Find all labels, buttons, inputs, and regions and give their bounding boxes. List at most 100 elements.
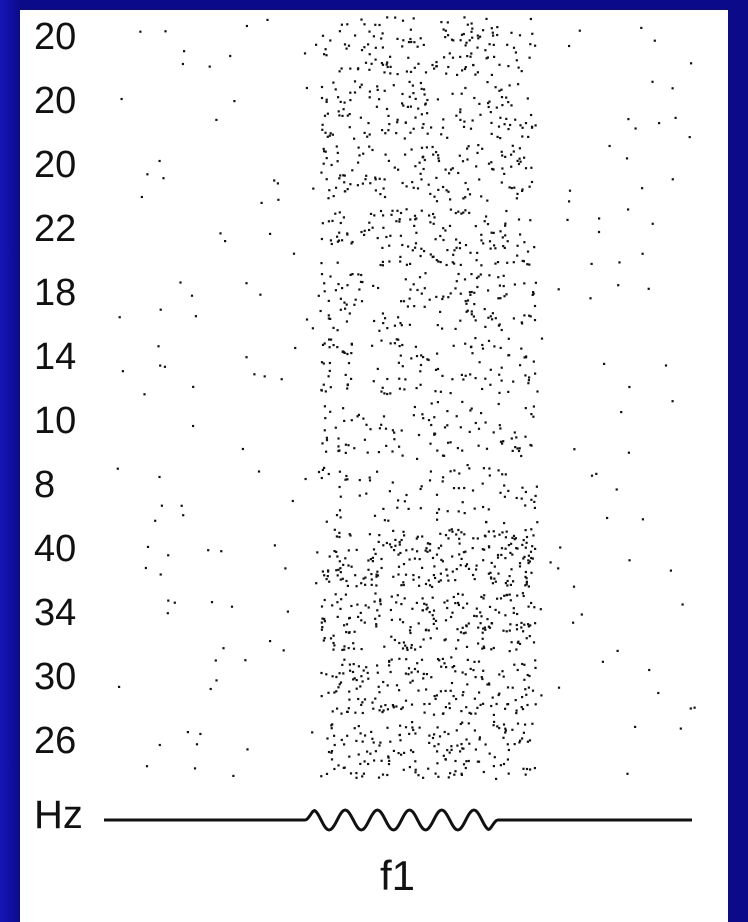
spike-dot <box>345 320 348 323</box>
spike-dot <box>339 174 342 177</box>
spike-dot <box>423 93 426 96</box>
spike-dot <box>451 666 454 669</box>
spike-dot <box>465 310 468 313</box>
spike-dot <box>436 98 439 101</box>
spike-dot <box>330 727 333 730</box>
spike-dot <box>336 555 339 558</box>
spike-dot <box>524 570 527 574</box>
spike-dot <box>350 604 353 608</box>
spike-dot <box>459 319 462 322</box>
spike-dot <box>344 478 347 481</box>
spike-dot <box>379 598 382 601</box>
spike-dot <box>528 185 531 188</box>
spike-dot <box>443 426 447 429</box>
spike-dot <box>493 565 496 568</box>
spike-dot <box>338 30 341 33</box>
top-border <box>0 0 748 10</box>
spike-dot <box>530 498 533 501</box>
spike-dot <box>349 534 352 537</box>
spike-dot <box>519 160 522 163</box>
spike-dot <box>361 182 364 185</box>
spike-dot <box>448 224 452 227</box>
spike-dot <box>411 607 414 610</box>
spike-dot <box>482 559 485 562</box>
spike-dot <box>400 603 403 606</box>
spike-dot <box>381 129 384 132</box>
spike-dot <box>338 509 342 512</box>
spike-dot <box>504 729 507 732</box>
spike-dot <box>488 626 492 629</box>
spike-dot <box>396 37 399 40</box>
spike-dot <box>183 50 186 53</box>
spike-dot <box>429 221 432 224</box>
spike-dot <box>382 226 385 229</box>
spike-dot <box>504 155 507 158</box>
spike-dot <box>447 34 450 37</box>
spike-dot <box>500 553 503 556</box>
spike-dot <box>474 421 477 425</box>
spike-dot <box>627 118 630 121</box>
spike-dot <box>420 292 423 295</box>
spike-dot <box>439 572 442 575</box>
spike-dot <box>328 338 331 341</box>
spike-dot <box>444 29 447 32</box>
spike-dot <box>501 236 504 239</box>
spike-dot <box>381 312 384 315</box>
spike-dot <box>531 125 534 128</box>
spike-dot <box>465 563 469 566</box>
spike-dot <box>451 167 454 170</box>
spike-dot <box>483 548 486 551</box>
spike-dot <box>474 337 477 340</box>
spike-dot <box>491 318 494 321</box>
spike-dot <box>395 601 398 604</box>
spike-dot <box>413 405 416 409</box>
spike-dot <box>468 193 472 196</box>
spike-dot <box>528 56 531 59</box>
spike-dot <box>343 645 346 648</box>
spike-dot <box>364 61 368 64</box>
spike-dot <box>427 629 430 632</box>
spike-dot <box>347 564 350 567</box>
spike-dot <box>362 772 365 775</box>
spike-dot <box>472 315 475 318</box>
spike-dot <box>501 531 504 534</box>
spike-dot <box>401 92 404 96</box>
spike-dot <box>260 201 263 204</box>
spike-dot <box>388 659 391 663</box>
spike-dot <box>359 611 362 614</box>
spike-dot <box>498 533 501 536</box>
spike-dot <box>429 442 432 445</box>
spike-dot <box>329 317 332 320</box>
spike-dot <box>530 571 533 574</box>
spike-dot <box>349 669 352 672</box>
spike-dot <box>335 569 338 572</box>
spike-dot <box>244 659 247 662</box>
spike-dot <box>144 566 147 570</box>
spike-dot <box>446 599 449 602</box>
spike-dot <box>504 614 507 617</box>
spike-dot <box>470 407 473 410</box>
spike-dot <box>365 423 368 426</box>
row-label-3: 20 <box>34 144 77 186</box>
spike-dot <box>388 244 391 247</box>
spike-dot <box>433 733 436 736</box>
spike-dot <box>419 254 422 258</box>
spike-dot <box>503 123 506 126</box>
spike-dot <box>449 168 453 171</box>
spike-dot <box>504 473 507 476</box>
spike-dot <box>467 145 470 148</box>
spike-dot <box>513 743 516 746</box>
spike-dot <box>426 98 429 102</box>
spike-dot <box>157 345 160 348</box>
spike-dot <box>388 543 392 546</box>
spike-dot <box>578 29 581 32</box>
spike-dot <box>383 645 386 648</box>
spike-dot <box>409 288 412 291</box>
spike-dot <box>372 548 376 551</box>
spike-dot <box>651 222 654 225</box>
spike-dot <box>376 664 379 667</box>
spike-dot <box>478 361 481 364</box>
spike-dot <box>436 762 439 765</box>
spike-dot <box>488 605 492 608</box>
spike-dot <box>343 419 346 422</box>
